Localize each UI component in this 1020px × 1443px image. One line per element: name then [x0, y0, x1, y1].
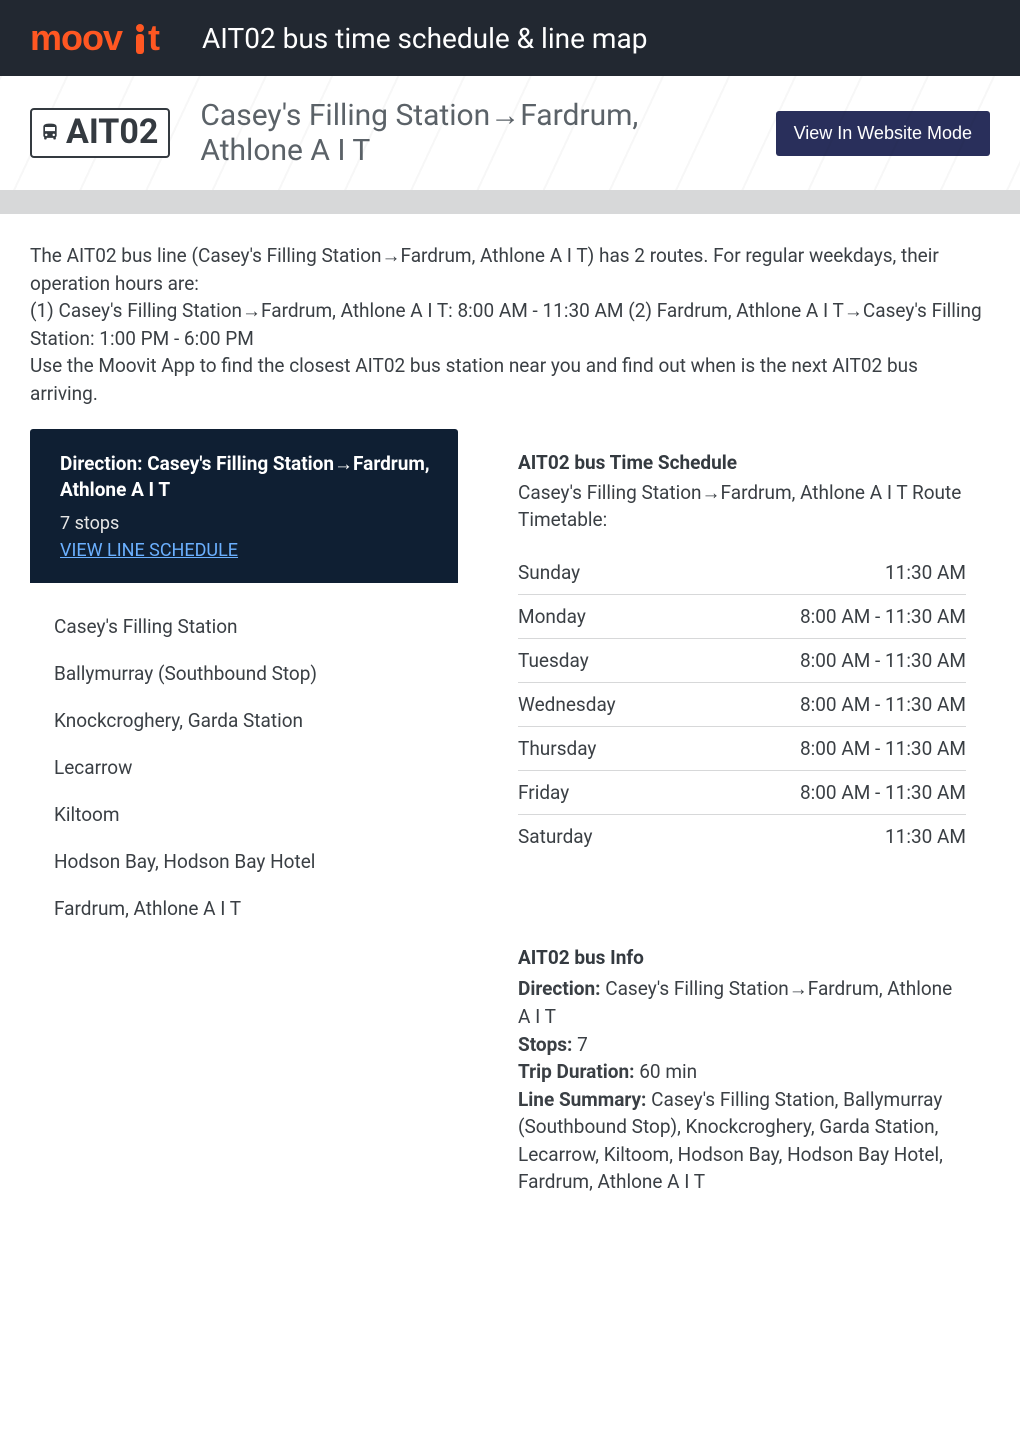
schedule-time: 11:30 AM: [684, 815, 966, 859]
list-item: Casey's Filling Station: [54, 603, 434, 650]
info-title: AIT02 bus Info: [518, 946, 966, 969]
schedule-day: Monday: [518, 595, 684, 639]
table-row: Tuesday8:00 AM - 11:30 AM: [518, 639, 966, 683]
schedule-day: Tuesday: [518, 639, 684, 683]
route-description: The AIT02 bus line (Casey's Filling Stat…: [0, 214, 1020, 429]
table-row: Sunday11:30 AM: [518, 551, 966, 595]
info-stops: Stops: 7: [518, 1031, 966, 1059]
schedule-time: 8:00 AM - 11:30 AM: [684, 639, 966, 683]
route-banner: AIT02 Casey's Filling Station→Fardrum, A…: [0, 76, 1020, 190]
schedule-table: Sunday11:30 AMMonday8:00 AM - 11:30 AMTu…: [518, 551, 966, 858]
schedule-time: 11:30 AM: [684, 551, 966, 595]
schedule-time: 8:00 AM - 11:30 AM: [684, 595, 966, 639]
schedule-subtitle: Casey's Filling Station→Fardrum, Athlone…: [518, 480, 966, 533]
table-row: Saturday11:30 AM: [518, 815, 966, 859]
schedule-day: Sunday: [518, 551, 684, 595]
list-item: Kiltoom: [54, 791, 434, 838]
route-name: Casey's Filling Station→Fardrum, Athlone…: [200, 98, 745, 168]
moovit-logo: moov t: [30, 18, 180, 58]
schedule-time: 8:00 AM - 11:30 AM: [684, 727, 966, 771]
schedule-time: 8:00 AM - 11:30 AM: [684, 771, 966, 815]
table-row: Friday8:00 AM - 11:30 AM: [518, 771, 966, 815]
schedule-day: Thursday: [518, 727, 684, 771]
list-item: Knockcroghery, Garda Station: [54, 697, 434, 744]
direction-card: Direction: Casey's Filling Station→Fardr…: [30, 429, 458, 582]
left-column: Direction: Casey's Filling Station→Fardr…: [30, 429, 458, 951]
bus-icon: [40, 122, 60, 142]
schedule-panel: AIT02 bus Time Schedule Casey's Filling …: [494, 429, 990, 880]
route-badge-text: AIT02: [66, 112, 158, 152]
table-row: Monday8:00 AM - 11:30 AM: [518, 595, 966, 639]
stops-count: 7 stops: [60, 513, 434, 534]
right-column: AIT02 bus Time Schedule Casey's Filling …: [494, 429, 990, 1262]
schedule-day: Friday: [518, 771, 684, 815]
info-duration: Trip Duration: 60 min: [518, 1058, 966, 1086]
info-panel: AIT02 bus Info Direction: Casey's Fillin…: [494, 924, 990, 1217]
schedule-day: Wednesday: [518, 683, 684, 727]
stops-list: Casey's Filling StationBallymurray (Sout…: [30, 583, 458, 952]
route-badge: AIT02: [30, 108, 170, 158]
content-columns: Direction: Casey's Filling Station→Fardr…: [0, 429, 1020, 1302]
svg-text:moov: moov: [30, 18, 123, 58]
schedule-time: 8:00 AM - 11:30 AM: [684, 683, 966, 727]
separator-bar: [0, 190, 1020, 214]
table-row: Thursday8:00 AM - 11:30 AM: [518, 727, 966, 771]
view-line-schedule-link[interactable]: VIEW LINE SCHEDULE: [60, 540, 238, 561]
list-item: Lecarrow: [54, 744, 434, 791]
info-direction: Direction: Casey's Filling Station→Fardr…: [518, 975, 966, 1030]
list-item: Fardrum, Athlone A I T: [54, 885, 434, 932]
svg-text:t: t: [148, 18, 160, 58]
schedule-title: AIT02 bus Time Schedule: [518, 451, 966, 474]
table-row: Wednesday8:00 AM - 11:30 AM: [518, 683, 966, 727]
topbar-title: AIT02 bus time schedule & line map: [202, 22, 647, 55]
topbar: moov t AIT02 bus time schedule & line ma…: [0, 0, 1020, 76]
direction-title: Direction: Casey's Filling Station→Fardr…: [60, 451, 434, 502]
list-item: Hodson Bay, Hodson Bay Hotel: [54, 838, 434, 885]
info-summary: Line Summary: Casey's Filling Station, B…: [518, 1086, 966, 1196]
list-item: Ballymurray (Southbound Stop): [54, 650, 434, 697]
view-website-mode-button[interactable]: View In Website Mode: [776, 111, 990, 156]
schedule-day: Saturday: [518, 815, 684, 859]
